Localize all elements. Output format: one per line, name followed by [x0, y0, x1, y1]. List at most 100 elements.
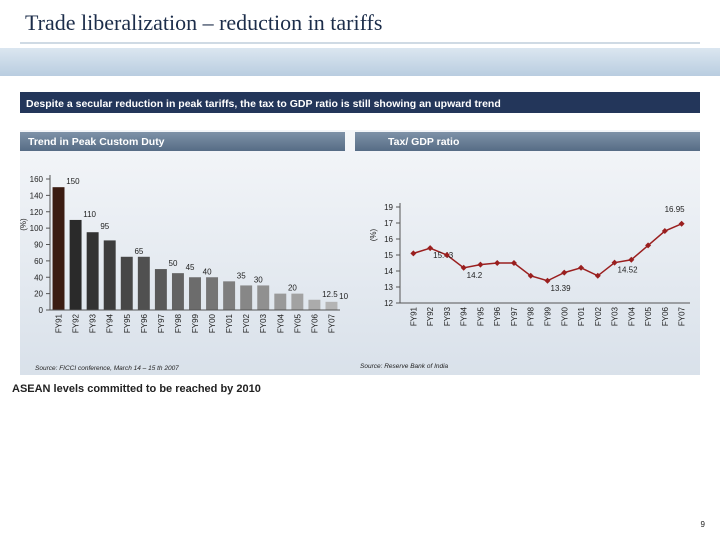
y-tick-label: 40	[34, 273, 43, 282]
title-area	[0, 0, 720, 45]
point	[443, 252, 450, 258]
asean-note: ASEAN levels committed to be reached by …	[12, 383, 261, 395]
value-label: 45	[186, 263, 195, 272]
y-tick-label: 100	[30, 224, 44, 233]
point	[645, 242, 652, 249]
point	[544, 277, 551, 284]
value-label: 65	[134, 247, 143, 256]
point	[427, 245, 434, 252]
point	[661, 228, 668, 234]
value-label: 150	[66, 177, 80, 186]
x-tick-label: FY00	[560, 306, 569, 326]
y-axis-label: (%)	[369, 228, 378, 241]
y-tick-label: 15	[384, 251, 393, 260]
value-label: 16.95	[665, 205, 686, 214]
x-tick-label: FY04	[276, 313, 285, 333]
x-tick-label: FY04	[627, 306, 636, 326]
bar	[325, 301, 338, 310]
x-tick-label: FY95	[123, 313, 132, 333]
bar	[257, 285, 270, 310]
bar	[308, 299, 321, 310]
x-tick-label: FY07	[327, 313, 336, 333]
page-number: 9	[701, 520, 706, 529]
x-tick-label: FY99	[191, 313, 200, 333]
right-header-text: Tax/ GDP ratio	[388, 136, 459, 148]
x-tick-label: FY98	[174, 313, 183, 333]
y-tick-label: 0	[39, 306, 44, 315]
point	[594, 272, 601, 279]
point	[611, 259, 618, 266]
x-tick-label: FY06	[661, 306, 670, 326]
x-tick-label: FY01	[577, 306, 586, 326]
x-tick-label: FY96	[140, 313, 149, 333]
point	[561, 269, 568, 276]
bar	[154, 269, 167, 310]
bar	[171, 273, 184, 310]
bar	[120, 256, 133, 310]
left-source: Source: FICCI conference, March 14 – 15 …	[35, 365, 179, 372]
x-tick-label: FY06	[310, 313, 319, 333]
y-tick-label: 12	[384, 299, 393, 308]
x-tick-label: FY91	[409, 306, 418, 326]
y-tick-label: 17	[384, 219, 393, 228]
value-label: 12.5	[322, 290, 338, 299]
x-tick-label: FY93	[89, 313, 98, 333]
value-label: 110	[83, 210, 96, 219]
x-tick-label: FY05	[293, 313, 302, 333]
x-tick-label: FY95	[476, 306, 485, 326]
x-tick-label: FY02	[594, 306, 603, 326]
x-tick-label: FY91	[55, 313, 64, 333]
x-tick-label: FY94	[460, 306, 469, 326]
value-label: 13.39	[551, 284, 572, 293]
x-tick-label: FY92	[426, 306, 435, 326]
value-label: 20	[288, 284, 297, 293]
x-tick-label: FY97	[157, 313, 166, 333]
x-tick-label: FY97	[510, 306, 519, 326]
y-tick-label: 20	[34, 290, 43, 299]
value-label: 10	[339, 292, 348, 301]
point	[410, 250, 417, 257]
y-tick-label: 14	[384, 267, 393, 276]
value-label: 15.43	[433, 251, 454, 260]
x-tick-label: FY93	[443, 306, 452, 326]
x-tick-label: FY01	[225, 313, 234, 333]
bar	[103, 240, 116, 310]
y-tick-label: 19	[384, 203, 393, 212]
x-tick-label: FY02	[242, 313, 251, 333]
bar	[274, 293, 287, 310]
left-header-text: Trend in Peak Custom Duty	[28, 136, 165, 148]
right-source: Source: Reserve Bank of India	[360, 363, 449, 370]
value-label: 30	[254, 275, 263, 284]
x-tick-label: FY05	[644, 306, 653, 326]
value-label: 50	[169, 259, 178, 268]
y-tick-label: 90	[34, 241, 43, 250]
value-label: 35	[237, 271, 246, 280]
x-tick-label: FY99	[544, 306, 553, 326]
x-tick-label: FY98	[527, 306, 536, 326]
point	[527, 272, 534, 279]
chart-area	[20, 130, 700, 375]
point	[628, 256, 635, 263]
y-tick-label: 60	[34, 257, 43, 266]
x-tick-label: FY94	[106, 313, 115, 333]
right-header	[355, 132, 700, 151]
x-tick-label: FY07	[678, 306, 687, 326]
banner	[20, 92, 700, 113]
bar	[52, 187, 65, 310]
banner-text: Despite a secular reduction in peak tari…	[26, 98, 501, 110]
bar	[86, 232, 99, 310]
x-tick-label: FY92	[72, 313, 81, 333]
point	[678, 220, 685, 227]
bar	[240, 285, 253, 310]
bar	[291, 293, 304, 310]
value-label: 14.2	[467, 271, 483, 280]
y-axis-label: (%)	[19, 218, 28, 231]
bar	[69, 219, 82, 310]
x-tick-label: FY96	[493, 306, 502, 326]
point	[494, 260, 501, 266]
value-label: 40	[203, 267, 212, 276]
y-tick-label: 160	[30, 175, 44, 184]
x-tick-label: FY03	[611, 306, 620, 326]
slide-title: Trade liberalization – reduction in tari…	[25, 10, 382, 35]
